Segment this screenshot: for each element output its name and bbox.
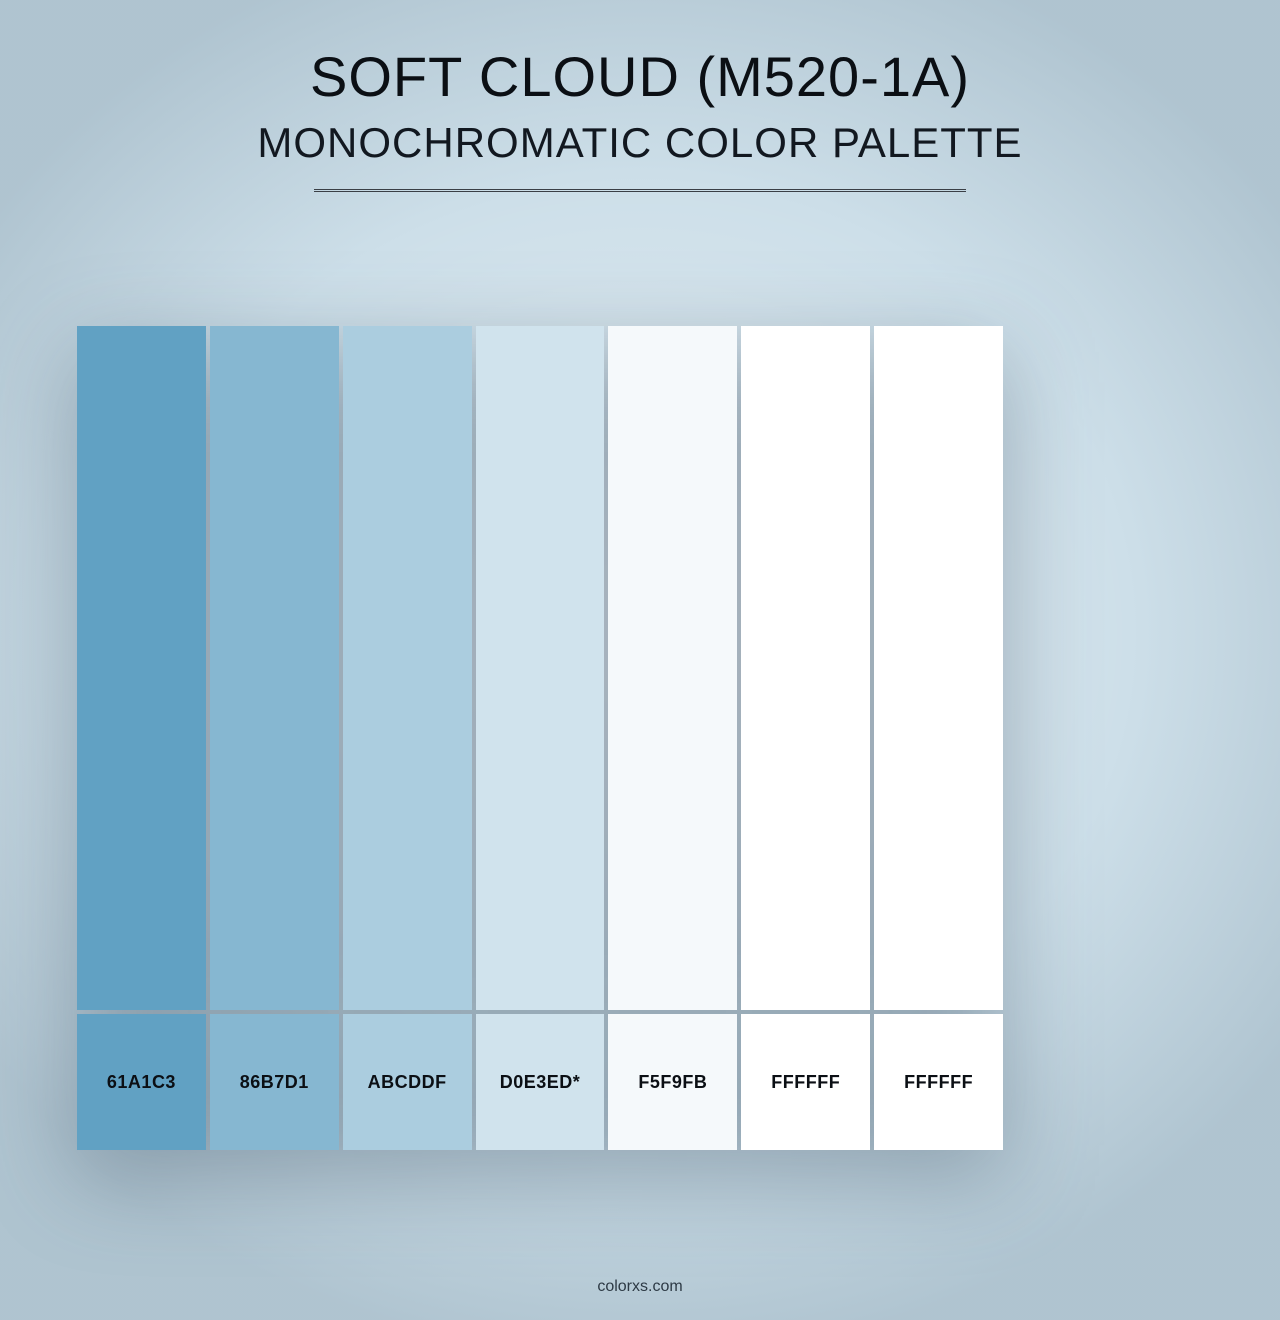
color-label: F5F9FB <box>608 1014 737 1150</box>
color-label: D0E3ED* <box>476 1014 605 1150</box>
color-swatch <box>210 326 339 1010</box>
swatch-row <box>77 326 1003 1010</box>
label-row: 61A1C3 86B7D1 ABCDDF D0E3ED* F5F9FB FFFF… <box>77 1014 1003 1150</box>
color-swatch <box>874 326 1003 1010</box>
page-title: SOFT CLOUD (M520-1A) <box>0 44 1280 109</box>
palette: 61A1C3 86B7D1 ABCDDF D0E3ED* F5F9FB FFFF… <box>77 326 1003 1150</box>
color-swatch <box>476 326 605 1010</box>
color-label: FFFFFF <box>741 1014 870 1150</box>
color-swatch <box>608 326 737 1010</box>
color-label: ABCDDF <box>343 1014 472 1150</box>
color-swatch <box>343 326 472 1010</box>
header-divider <box>314 189 966 192</box>
color-label: 86B7D1 <box>210 1014 339 1150</box>
color-swatch <box>77 326 206 1010</box>
color-swatch <box>741 326 870 1010</box>
footer-attribution: colorxs.com <box>0 1278 1280 1296</box>
page-subtitle: MONOCHROMATIC COLOR PALETTE <box>0 119 1280 167</box>
color-label: FFFFFF <box>874 1014 1003 1150</box>
color-label: 61A1C3 <box>77 1014 206 1150</box>
header: SOFT CLOUD (M520-1A) MONOCHROMATIC COLOR… <box>0 44 1280 192</box>
